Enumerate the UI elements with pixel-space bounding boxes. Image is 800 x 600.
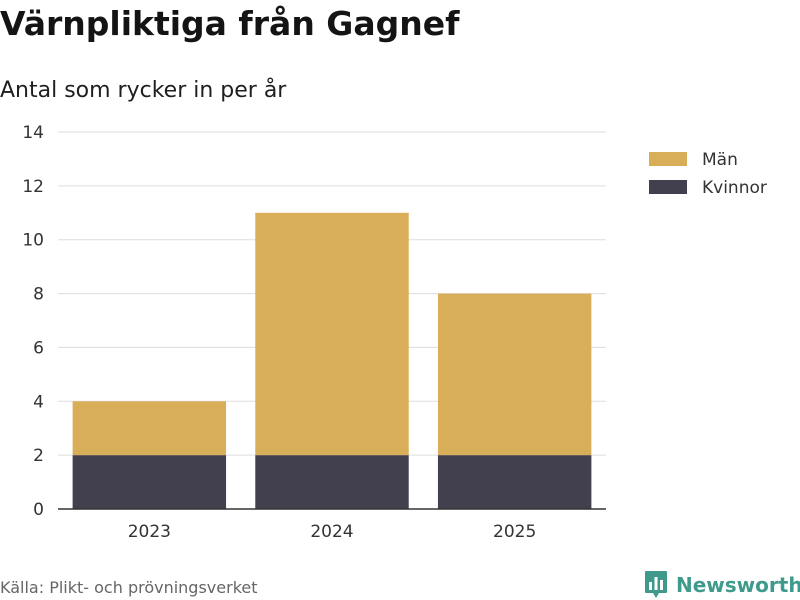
legend-swatch <box>649 180 687 194</box>
y-tick-label: 6 <box>33 338 44 358</box>
bar-kvinnor-2023 <box>72 455 227 509</box>
bar-m-n-2025 <box>437 293 592 456</box>
bar-chart-bubble-icon <box>645 571 667 598</box>
legend-label: Män <box>702 150 738 170</box>
bar-kvinnor-2024 <box>255 455 409 509</box>
newsworthy-logo: Newsworthy <box>644 570 800 600</box>
x-tick-label: 2025 <box>493 522 536 542</box>
chart-subtitle: Antal som rycker in per år <box>0 78 287 103</box>
brand-name: Newsworthy <box>676 573 800 597</box>
x-tick-label: 2023 <box>128 522 171 542</box>
source-note: Källa: Plikt- och prövningsverket <box>0 578 258 597</box>
axes: 0 2 4 6 8 10 12 14 2023 2024 2025 <box>22 123 606 542</box>
chart-title: Värnpliktiga från Gagnef <box>0 4 460 43</box>
legend-label: Kvinnor <box>702 178 767 198</box>
legend: Män Kvinnor <box>649 150 767 198</box>
y-tick-label: 2 <box>33 446 44 466</box>
y-tick-label: 4 <box>33 392 44 412</box>
bars <box>72 212 592 509</box>
bar-m-n-2023 <box>72 401 227 456</box>
x-tick-label: 2024 <box>310 522 353 542</box>
y-tick-label: 14 <box>22 123 44 143</box>
stacked-bar-chart: 0 2 4 6 8 10 12 14 2023 2024 2025 Män Kvinnor <box>22 123 767 542</box>
legend-swatch <box>649 152 687 166</box>
y-tick-label: 0 <box>33 500 44 520</box>
bar-kvinnor-2025 <box>437 455 592 509</box>
bar-m-n-2024 <box>255 212 409 456</box>
y-tick-label: 10 <box>22 231 44 251</box>
y-tick-label: 8 <box>33 285 44 305</box>
y-tick-label: 12 <box>22 177 44 197</box>
